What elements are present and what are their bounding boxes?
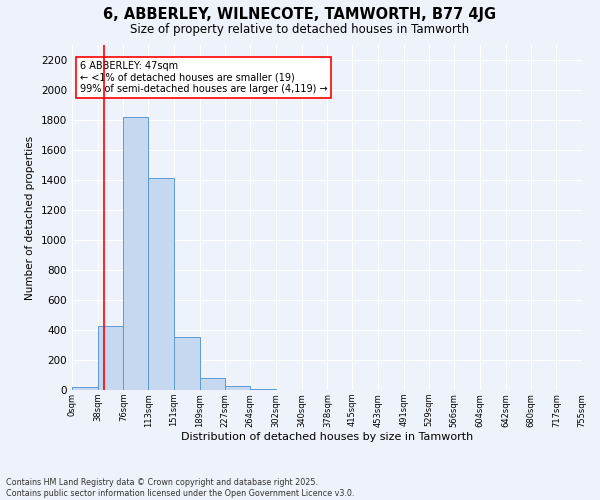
Bar xyxy=(124,117,148,390)
Text: Contains HM Land Registry data © Crown copyright and database right 2025.
Contai: Contains HM Land Registry data © Crown c… xyxy=(6,478,355,498)
Bar xyxy=(148,178,174,390)
Bar xyxy=(200,378,226,390)
Bar xyxy=(174,337,200,390)
Text: Size of property relative to detached houses in Tamworth: Size of property relative to detached ho… xyxy=(130,22,470,36)
Text: 6, ABBERLEY, WILNECOTE, TAMWORTH, B77 4JG: 6, ABBERLEY, WILNECOTE, TAMWORTH, B77 4J… xyxy=(103,8,497,22)
Bar xyxy=(250,389,276,390)
Bar xyxy=(72,387,98,390)
Bar xyxy=(226,386,250,390)
X-axis label: Distribution of detached houses by size in Tamworth: Distribution of detached houses by size … xyxy=(181,432,473,442)
Y-axis label: Number of detached properties: Number of detached properties xyxy=(25,136,35,300)
Bar xyxy=(98,326,124,390)
Text: 6 ABBERLEY: 47sqm
← <1% of detached houses are smaller (19)
99% of semi-detached: 6 ABBERLEY: 47sqm ← <1% of detached hous… xyxy=(80,60,327,94)
